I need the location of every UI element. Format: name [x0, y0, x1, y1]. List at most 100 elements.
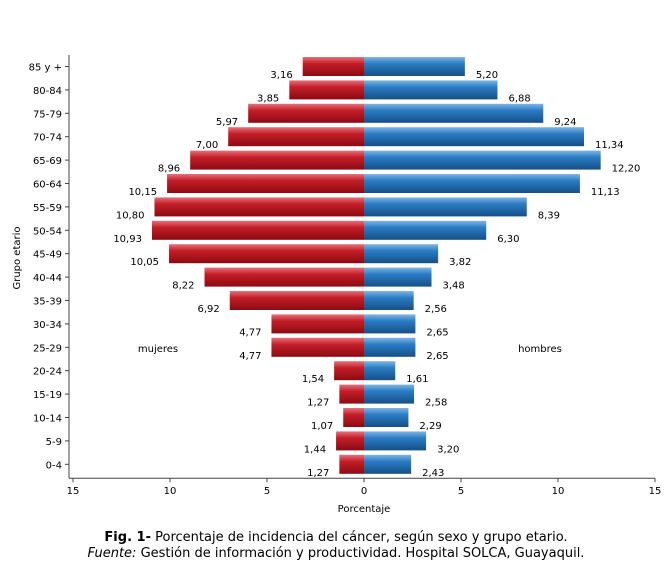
bar-mujeres-70-74	[228, 127, 364, 147]
bar-mujeres-85y+	[302, 57, 364, 76]
label-hombres-50-54: 6,30	[497, 234, 519, 245]
axes-layer: 0-4 5-9 10-14 15-19 20-24 25-29 30-34 35-39 40-4…	[29, 55, 662, 497]
source-text: Gestión de información y productividad. …	[136, 546, 585, 561]
x-tick-label: 0	[361, 486, 367, 497]
bar-mujeres-10-14	[343, 408, 364, 427]
label-hombres-45-49: 3,82	[449, 257, 471, 268]
label-hombres-0-4: 2,43	[422, 468, 444, 479]
category-label-5-9: 5-9	[46, 437, 62, 448]
bar-hombres-30-34	[364, 314, 416, 334]
bars-layer	[151, 57, 601, 474]
category-label-40-44: 40-44	[33, 273, 62, 284]
y-axis-title: Grupo etario	[12, 226, 23, 289]
bar-mujeres-50-54	[151, 220, 364, 240]
bar-hombres-5-9	[364, 431, 427, 451]
x-tick-label: 5	[264, 486, 270, 497]
bar-mujeres-45-49	[169, 244, 364, 264]
bar-hombres-20-24	[364, 361, 396, 381]
label-mujeres-30-34: 4,77	[239, 327, 261, 338]
label-mujeres-55-59: 10,80	[116, 210, 145, 221]
label-mujeres-50-54: 10,93	[113, 234, 142, 245]
category-label-55-59: 55-59	[33, 203, 62, 214]
label-mujeres-80-84: 3,85	[257, 93, 279, 104]
bar-mujeres-0-4	[339, 454, 364, 474]
label-mujeres-40-44: 8,22	[172, 281, 194, 292]
bar-hombres-85y+	[364, 57, 465, 76]
x-tick-label: 15	[649, 486, 662, 497]
label-mujeres-75-79: 5,97	[216, 117, 238, 128]
label-mujeres-0-4: 1,27	[307, 468, 329, 479]
bar-mujeres-30-34	[271, 314, 364, 334]
bar-mujeres-5-9	[336, 431, 364, 451]
legend-mujeres: mujeres	[138, 344, 178, 355]
bar-hombres-80-84	[364, 80, 498, 100]
label-hombres-40-44: 3,48	[443, 281, 465, 292]
bar-mujeres-35-39	[229, 291, 364, 310]
bar-mujeres-80-84	[289, 80, 364, 100]
bar-mujeres-55-59	[154, 197, 364, 217]
bar-hombres-65-69	[364, 150, 601, 170]
bar-mujeres-20-24	[334, 361, 364, 381]
category-label-10-14: 10-14	[33, 414, 62, 425]
label-hombres-55-59: 8,39	[538, 210, 560, 221]
bar-hombres-75-79	[364, 103, 544, 123]
category-label-15-19: 15-19	[33, 390, 62, 401]
source-label: Fuente:	[87, 546, 137, 561]
category-label-60-64: 60-64	[33, 180, 62, 191]
label-mujeres-70-74: 7,00	[196, 140, 218, 151]
bar-hombres-15-19	[364, 384, 415, 404]
label-mujeres-25-29: 4,77	[239, 351, 261, 362]
label-mujeres-20-24: 1,54	[302, 374, 324, 385]
figure-caption: Fig. 1- Porcentaje de incidencia del cán…	[0, 530, 672, 545]
bar-mujeres-65-69	[190, 150, 364, 170]
label-hombres-25-29: 2,65	[426, 351, 448, 362]
bar-hombres-55-59	[364, 197, 527, 217]
label-hombres-35-39: 2,56	[425, 304, 447, 315]
label-hombres-70-74: 11,34	[595, 140, 624, 151]
x-axis-title: Porcentaje	[338, 504, 391, 515]
population-pyramid-chart: 1,27 2,43 1,44 3,20 1,07 2,29 1,27 2,58 1,54 1,61…	[12, 55, 662, 515]
label-hombres-85y+: 5,20	[476, 70, 498, 81]
label-mujeres-5-9: 1,44	[304, 444, 326, 455]
label-mujeres-15-19: 1,27	[307, 398, 329, 409]
figure-text: Porcentaje de incidencia del cáncer, seg…	[150, 530, 568, 545]
category-label-65-69: 65-69	[33, 156, 62, 167]
label-hombres-60-64: 11,13	[591, 187, 620, 198]
x-tick-label: 5	[458, 486, 464, 497]
label-mujeres-35-39: 6,92	[197, 304, 219, 315]
category-label-75-79: 75-79	[33, 109, 62, 120]
label-hombres-80-84: 6,88	[508, 93, 530, 104]
category-label-30-34: 30-34	[33, 320, 62, 331]
bar-hombres-25-29	[364, 337, 416, 357]
bar-hombres-0-4	[364, 454, 412, 474]
category-label-0-4: 0-4	[46, 460, 62, 471]
x-tick-label: 10	[552, 486, 565, 497]
category-label-45-49: 45-49	[33, 250, 62, 261]
category-label-25-29: 25-29	[33, 343, 62, 354]
label-mujeres-10-14: 1,07	[311, 421, 333, 432]
category-label-85y+: 85 y +	[29, 63, 62, 74]
label-hombres-15-19: 2,58	[425, 398, 447, 409]
bar-hombres-60-64	[364, 174, 580, 193]
label-hombres-30-34: 2,65	[426, 327, 448, 338]
label-hombres-75-79: 9,24	[554, 117, 576, 128]
label-mujeres-85y+: 3,16	[270, 70, 292, 81]
bar-hombres-50-54	[364, 220, 487, 240]
bar-hombres-70-74	[364, 127, 584, 147]
source-caption: Fuente: Gestión de información y product…	[0, 546, 672, 561]
bar-mujeres-15-19	[339, 384, 364, 404]
label-mujeres-60-64: 10,15	[128, 187, 157, 198]
bar-hombres-40-44	[364, 267, 432, 287]
x-tick-label: 10	[164, 486, 177, 497]
legend-hombres: hombres	[518, 344, 562, 355]
category-label-50-54: 50-54	[33, 226, 62, 237]
label-mujeres-45-49: 10,05	[130, 257, 159, 268]
label-hombres-5-9: 3,20	[437, 444, 459, 455]
category-label-20-24: 20-24	[33, 367, 62, 378]
label-hombres-20-24: 1,61	[406, 374, 428, 385]
bar-hombres-35-39	[364, 291, 414, 310]
category-label-35-39: 35-39	[33, 297, 62, 308]
category-label-70-74: 70-74	[33, 133, 62, 144]
category-label-80-84: 80-84	[33, 86, 62, 97]
label-hombres-65-69: 12,20	[612, 164, 641, 175]
